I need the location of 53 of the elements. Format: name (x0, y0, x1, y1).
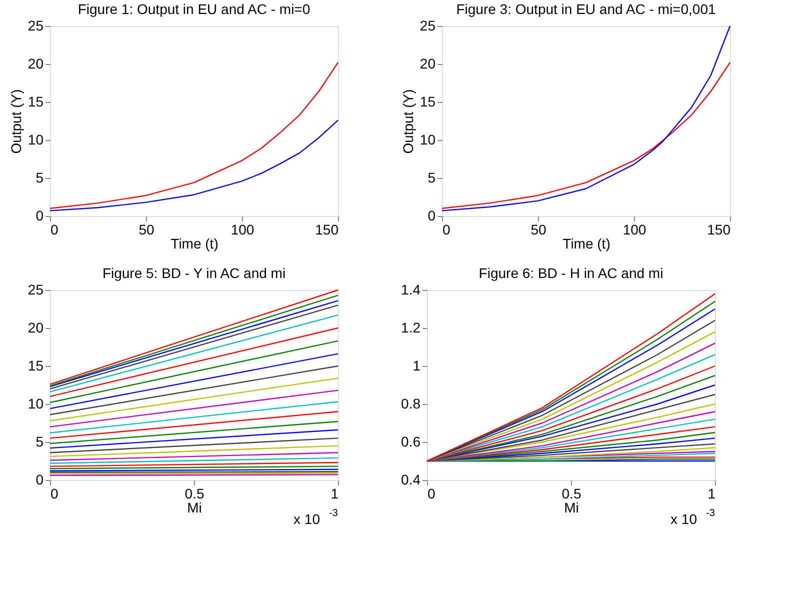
line-series (49, 62, 339, 209)
x-axis-title: Mi (564, 500, 579, 516)
y-tick-label: 5 (428, 170, 436, 186)
x-axis-title: Time (t) (562, 236, 610, 252)
y-tick-label: 20 (420, 56, 436, 72)
x-tick-label: 100 (622, 222, 646, 238)
y-tick-label: 15 (420, 94, 436, 110)
y-tick-label: 1.2 (401, 320, 421, 336)
y-tick-label: 20 (28, 56, 44, 72)
chart-title: Figure 3: Output in EU and AC - mi=0,001 (456, 1, 716, 17)
y-tick-label: 5 (36, 170, 44, 186)
y-tick-label: 0.4 (401, 472, 421, 488)
y-tick-label: 0.6 (401, 434, 421, 450)
chart-title: Figure 6: BD - H in AC and mi (478, 265, 664, 281)
x-tick-label: 100 (230, 222, 254, 238)
x-tick-label: 0 (50, 222, 58, 238)
x-tick-label: 0 (50, 486, 58, 502)
x-tick-label: 0.5 (562, 486, 582, 502)
x-axis-title: Mi (187, 500, 202, 516)
x-tick-label: 1 (330, 486, 339, 502)
y-tick-label: 10 (420, 132, 436, 148)
x-tick-label: 50 (530, 222, 546, 238)
y-tick-label: 10 (28, 396, 44, 412)
y-tick-label: 0 (36, 472, 44, 488)
y-tick-label: 15 (28, 358, 44, 374)
line-series (441, 62, 731, 209)
x-tick-label: 150 (315, 222, 339, 238)
y-axis-title: Output (Y) (8, 89, 24, 154)
line-series (49, 120, 339, 212)
x-tick-label: 50 (138, 222, 154, 238)
y-tick-label: 10 (28, 132, 44, 148)
x-axis-title: Time (t) (170, 236, 218, 252)
y-tick-label: 5 (36, 434, 44, 450)
text: x 10-3 (294, 508, 338, 527)
y-tick-label: 25 (420, 18, 436, 34)
y-tick-label: 15 (28, 94, 44, 110)
chart-title: Figure 5: BD - Y in AC and mi (102, 265, 286, 281)
y-tick-label: 0.8 (401, 396, 421, 412)
y-tick-label: 0 (428, 208, 436, 224)
y-tick-label: 25 (28, 282, 44, 298)
y-axis-title: Output (Y) (400, 89, 416, 154)
y-tick-label: 1 (412, 358, 421, 374)
y-tick-label: 1.4 (401, 282, 421, 298)
text: x 10-3 (670, 508, 716, 527)
y-tick-label: 25 (28, 18, 44, 34)
x-tick-label: 150 (707, 222, 731, 238)
x-tick-label: 1 (708, 486, 716, 502)
y-tick-label: 20 (28, 320, 44, 336)
line-series (441, 25, 731, 212)
chart-title: Figure 1: Output in EU and AC - mi=0 (78, 1, 310, 17)
x-tick-label: 0.5 (184, 486, 204, 502)
y-tick-label: 0 (36, 208, 44, 224)
x-tick-label: 0 (442, 222, 450, 238)
